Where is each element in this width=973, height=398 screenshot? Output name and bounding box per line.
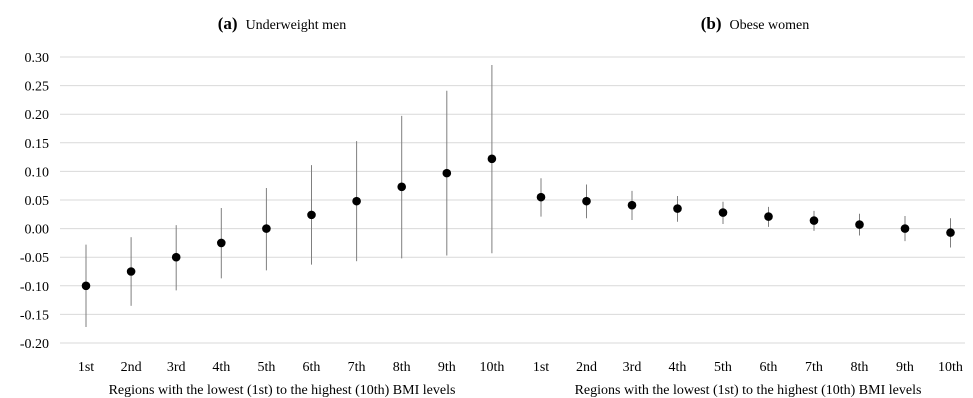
data-point <box>307 210 316 220</box>
y-tick-label: -0.10 <box>20 280 49 295</box>
data-point <box>126 267 136 276</box>
y-tick-label: -0.20 <box>20 337 49 352</box>
panel-b-title-letter: (b) <box>701 14 722 33</box>
x-tick-label: 3rd <box>623 360 642 375</box>
y-tick-label: -0.05 <box>20 251 49 266</box>
panel-b-title-text: Obese women <box>730 18 810 33</box>
data-point <box>487 154 497 164</box>
panel-b-x-axis-title: Regions with the lowest (1st) to the hig… <box>575 383 922 398</box>
x-tick-label: 5th <box>714 360 732 375</box>
data-point <box>442 168 452 178</box>
panel-b-obese-women: (b) Obese women 1st 2nd 3rd 4th 5th 6th 7th 8th… <box>533 14 963 398</box>
panel-a-title-text: Underweight men <box>246 18 347 33</box>
x-tick-label: 1st <box>533 360 549 375</box>
data-point <box>809 216 819 225</box>
x-tick-label: 3rd <box>167 360 186 375</box>
data-point <box>217 238 226 248</box>
x-tick-label: 8th <box>851 360 869 375</box>
data-point <box>262 224 271 233</box>
panel-a-title-letter: (a) <box>218 14 238 33</box>
panel-a-title: (a) Underweight men <box>218 14 347 33</box>
x-tick-label: 6th <box>760 360 778 375</box>
x-tick-label: 2nd <box>576 360 597 375</box>
panel-a-x-axis-title: Regions with the lowest (1st) to the hig… <box>109 383 456 398</box>
x-tick-label: 10th <box>938 360 963 375</box>
x-tick-label: 4th <box>212 360 230 375</box>
x-tick-label: 2nd <box>121 360 142 375</box>
y-tick-label: 0.15 <box>25 137 50 152</box>
data-point <box>81 281 91 291</box>
data-point <box>352 196 361 206</box>
x-tick-label: 8th <box>393 360 411 375</box>
gridlines <box>60 56 965 344</box>
y-tick-label: 0.25 <box>25 80 50 95</box>
x-tick-label: 9th <box>438 360 456 375</box>
y-tick-label: 0.30 <box>25 51 50 66</box>
data-point <box>900 224 910 233</box>
x-tick-label: 1st <box>78 360 94 375</box>
y-axis: -0.20 -0.15 -0.10 -0.05 0.00 0.05 0.10 0.15 0.20… <box>20 51 49 352</box>
x-tick-label: 6th <box>303 360 321 375</box>
y-tick-label: 0.05 <box>25 194 50 209</box>
panel-b-title: (b) Obese women <box>701 14 809 33</box>
x-tick-label: 10th <box>479 360 504 375</box>
data-point <box>764 212 773 221</box>
x-tick-label: 7th <box>348 360 366 375</box>
panel-a-marks <box>81 65 497 327</box>
data-point <box>855 220 864 229</box>
data-point <box>627 200 637 210</box>
y-tick-label: 0.10 <box>25 165 50 180</box>
data-point <box>171 252 181 262</box>
x-tick-label: 9th <box>896 360 914 375</box>
x-tick-label: 4th <box>669 360 687 375</box>
y-tick-label: 0.20 <box>25 108 50 123</box>
panel-a-x-ticks: 1st 2nd 3rd 4th 5th 6th 7th 8th 9th 10th <box>78 360 505 375</box>
data-point <box>397 182 407 192</box>
x-tick-label: 5th <box>257 360 275 375</box>
data-point <box>582 196 591 206</box>
panel-a-underweight-men: (a) Underweight men 1st 2nd 3rd 4th 5th 6th 7t… <box>78 14 505 398</box>
data-point <box>536 192 546 202</box>
y-tick-label: 0.00 <box>25 223 50 238</box>
data-point <box>673 204 682 213</box>
x-tick-label: 7th <box>805 360 823 375</box>
data-point <box>718 208 728 217</box>
panel-b-x-ticks: 1st 2nd 3rd 4th 5th 6th 7th 8th 9th 10th <box>533 360 963 375</box>
panel-b-marks <box>536 178 955 248</box>
y-tick-label: -0.15 <box>20 308 49 323</box>
data-point <box>946 228 955 237</box>
